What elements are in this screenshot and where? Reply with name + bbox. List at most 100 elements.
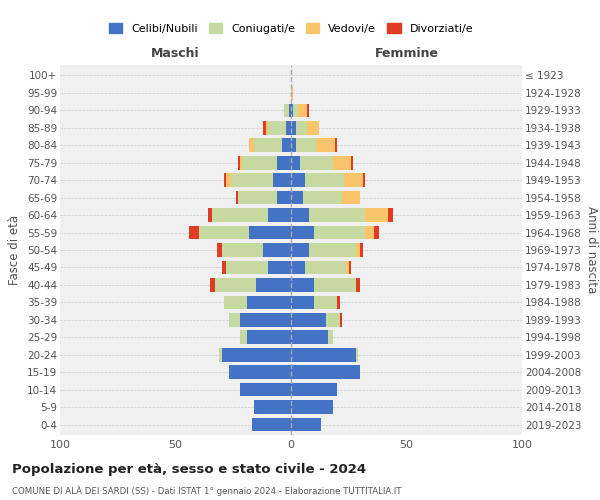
Text: Popolazione per età, sesso e stato civile - 2024: Popolazione per età, sesso e stato civil… — [12, 462, 366, 475]
Bar — [300, 156, 332, 170]
Bar — [291, 156, 300, 170]
Bar — [250, 226, 291, 239]
Bar — [362, 174, 365, 187]
Bar — [291, 104, 293, 117]
Bar — [222, 348, 291, 362]
Bar — [302, 191, 342, 204]
Bar — [252, 418, 291, 432]
Bar — [332, 156, 351, 170]
Legend: Celibi/Nubili, Coniugati/e, Vedovi/e, Divorziati/e: Celibi/Nubili, Coniugati/e, Vedovi/e, Di… — [104, 19, 478, 38]
Bar — [263, 121, 266, 134]
Bar — [254, 138, 282, 152]
Bar — [291, 366, 360, 379]
Bar — [215, 278, 256, 291]
Bar — [296, 138, 316, 152]
Bar — [307, 121, 319, 134]
Bar — [224, 174, 226, 187]
Bar — [374, 226, 379, 239]
Bar — [272, 174, 291, 187]
Bar — [250, 138, 254, 152]
Bar — [236, 191, 238, 204]
Bar — [277, 191, 291, 204]
Bar — [291, 296, 314, 309]
Bar — [282, 138, 291, 152]
Bar — [356, 243, 360, 257]
Bar — [296, 121, 307, 134]
Bar — [360, 243, 362, 257]
Bar — [242, 156, 277, 170]
Bar — [190, 226, 199, 239]
Bar — [240, 313, 291, 326]
Bar — [222, 243, 263, 257]
Bar — [291, 243, 310, 257]
Bar — [298, 104, 307, 117]
Bar — [328, 330, 332, 344]
Bar — [314, 226, 365, 239]
Bar — [365, 226, 374, 239]
Bar — [351, 156, 353, 170]
Bar — [349, 260, 351, 274]
Bar — [238, 156, 240, 170]
Bar — [310, 208, 365, 222]
Text: Femmine: Femmine — [374, 47, 439, 60]
Bar — [254, 400, 291, 414]
Bar — [356, 348, 358, 362]
Bar — [277, 156, 291, 170]
Bar — [266, 121, 268, 134]
Bar — [337, 296, 340, 309]
Bar — [247, 296, 291, 309]
Bar — [326, 313, 340, 326]
Bar — [365, 208, 388, 222]
Bar — [307, 104, 310, 117]
Bar — [226, 174, 231, 187]
Bar — [268, 121, 286, 134]
Bar — [289, 104, 291, 117]
Bar — [305, 260, 346, 274]
Bar — [305, 174, 344, 187]
Text: COMUNE DI ALÀ DEI SARDI (SS) - Dati ISTAT 1° gennaio 2024 - Elaborazione TUTTITA: COMUNE DI ALÀ DEI SARDI (SS) - Dati ISTA… — [12, 485, 401, 496]
Bar — [291, 121, 296, 134]
Bar — [291, 208, 310, 222]
Bar — [356, 278, 360, 291]
Bar — [291, 260, 305, 274]
Bar — [340, 313, 342, 326]
Bar — [224, 296, 247, 309]
Bar — [210, 278, 215, 291]
Bar — [222, 260, 226, 274]
Bar — [240, 156, 242, 170]
Bar — [291, 313, 326, 326]
Bar — [284, 104, 289, 117]
Bar — [256, 278, 291, 291]
Y-axis label: Fasce di età: Fasce di età — [8, 215, 22, 285]
Bar — [240, 383, 291, 396]
Bar — [199, 226, 250, 239]
Bar — [263, 243, 291, 257]
Bar — [291, 138, 296, 152]
Bar — [291, 330, 328, 344]
Bar — [240, 330, 247, 344]
Text: Maschi: Maschi — [151, 47, 200, 60]
Bar — [238, 191, 277, 204]
Bar — [291, 383, 337, 396]
Bar — [291, 418, 321, 432]
Bar — [314, 278, 356, 291]
Bar — [268, 208, 291, 222]
Bar — [291, 226, 314, 239]
Bar — [291, 278, 314, 291]
Bar — [231, 174, 272, 187]
Bar — [226, 260, 268, 274]
Bar — [316, 138, 335, 152]
Bar — [346, 260, 349, 274]
Bar — [268, 260, 291, 274]
Bar — [247, 330, 291, 344]
Bar — [291, 348, 356, 362]
Bar — [310, 243, 356, 257]
Bar — [291, 86, 293, 100]
Bar — [286, 121, 291, 134]
Bar — [335, 138, 337, 152]
Bar — [291, 191, 302, 204]
Bar — [291, 174, 305, 187]
Y-axis label: Anni di nascita: Anni di nascita — [585, 206, 598, 294]
Bar — [208, 208, 212, 222]
Bar — [344, 174, 362, 187]
